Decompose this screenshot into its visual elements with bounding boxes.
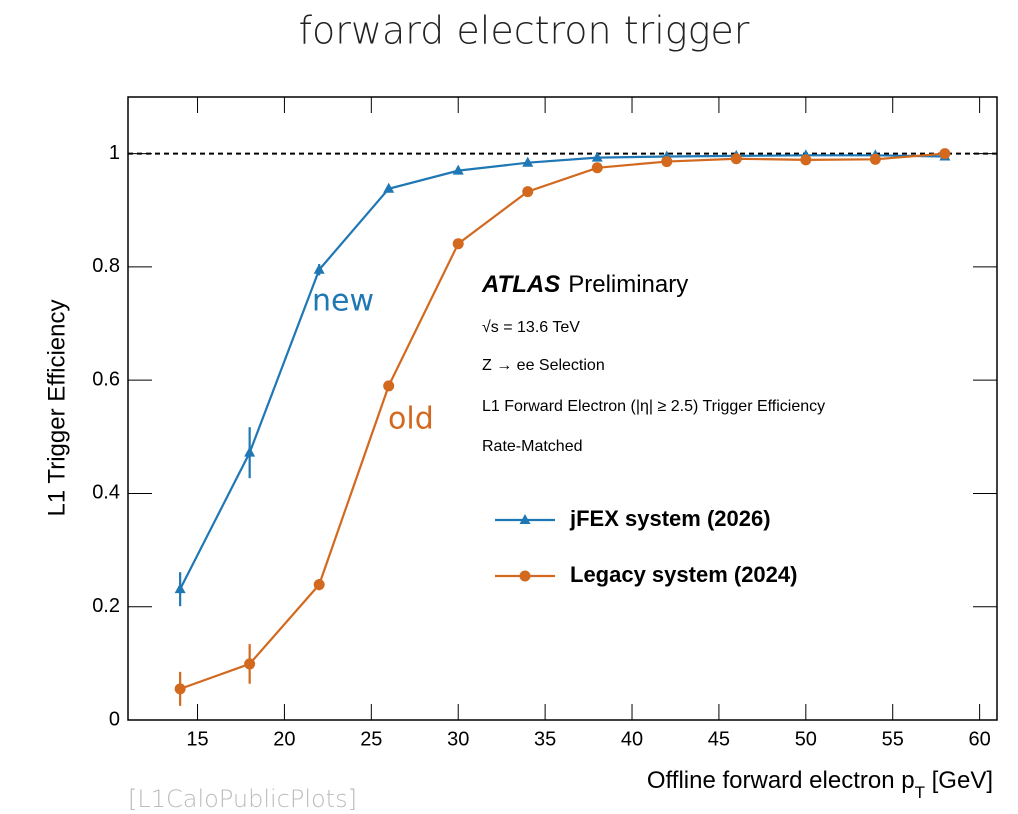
atlas-label: ATLAS Preliminary [481, 271, 688, 298]
old-label: old [388, 402, 434, 437]
marker [730, 153, 742, 165]
marker [522, 186, 534, 198]
marker [591, 162, 603, 174]
x-tick-label: 45 [708, 728, 730, 750]
x-label-unit: [GeV] [925, 767, 993, 794]
marker [519, 514, 531, 524]
marker [313, 579, 325, 591]
x-tick-label: 50 [795, 728, 817, 750]
x-tick-label: 30 [447, 728, 469, 750]
marker [313, 263, 325, 274]
experiment: ATLAS [481, 271, 560, 298]
x-tick-label: 20 [273, 728, 295, 750]
marker [800, 154, 812, 166]
trigger: L1 Forward Electron (|η| ≥ 2.5) Trigger … [482, 398, 825, 415]
marker [244, 658, 256, 670]
marker [869, 153, 881, 165]
method: Rate-Matched [482, 438, 583, 455]
energy: √s = 13.6 TeV [482, 319, 580, 336]
y-tick-label: 0.2 [92, 595, 120, 617]
x-label-main: Offline forward electron p [647, 767, 915, 794]
x-tick-label: 40 [621, 728, 643, 750]
marker [522, 156, 534, 167]
marker [519, 570, 531, 582]
marker [591, 151, 603, 162]
marker [383, 182, 395, 193]
y-tick-label: 0.4 [92, 482, 120, 504]
y-tick-label: 0 [109, 708, 120, 730]
source-note: [L1CaloPublicPlots] [128, 785, 357, 813]
marker [452, 164, 464, 175]
x-tick-label: 55 [882, 728, 904, 750]
x-tick-label: 25 [360, 728, 382, 750]
y-tick-label: 0.8 [92, 255, 120, 277]
new-label: new [312, 284, 374, 319]
marker [452, 238, 464, 250]
y-tick-label: 0.6 [92, 368, 120, 390]
chart-title: forward electron trigger [299, 9, 750, 53]
x-axis-label: Offline forward electron pT [GeV] [647, 767, 993, 802]
y-axis-label: L1 Trigger Efficiency [43, 300, 70, 517]
x-tick-label: 35 [534, 728, 556, 750]
marker [383, 380, 395, 392]
legend-label: jFEX system (2026) [569, 506, 771, 531]
status: Preliminary [568, 271, 688, 298]
x-tick-label: 15 [186, 728, 208, 750]
plot-frame [127, 96, 998, 721]
series-line [179, 152, 945, 690]
series-line [179, 154, 945, 590]
x-tick-label: 60 [968, 728, 990, 750]
x-label-sub: T [915, 783, 925, 802]
marker [174, 583, 186, 594]
marker [939, 148, 951, 160]
legend-label: Legacy system (2024) [570, 562, 797, 587]
marker [174, 683, 186, 695]
marker [244, 446, 256, 457]
y-tick-label: 1 [109, 142, 120, 164]
selection: Z → ee Selection [482, 357, 605, 374]
marker [661, 156, 673, 168]
plot-area [174, 148, 951, 706]
